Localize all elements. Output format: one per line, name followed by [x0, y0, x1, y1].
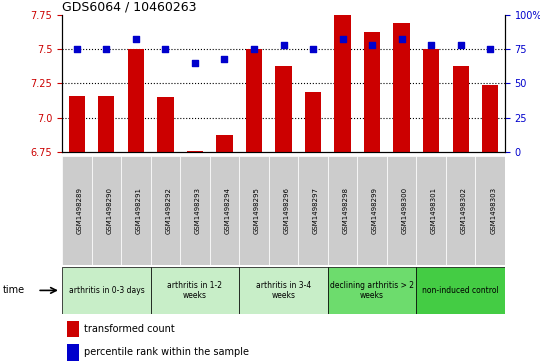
Bar — [423, 49, 439, 152]
Text: GSM1498303: GSM1498303 — [490, 187, 496, 234]
Point — [338, 36, 347, 42]
Text: GSM1498295: GSM1498295 — [254, 187, 260, 234]
Point — [456, 42, 465, 48]
Point — [132, 36, 140, 42]
Text: GDS6064 / 10460263: GDS6064 / 10460263 — [62, 0, 197, 13]
Point — [486, 46, 495, 52]
Bar — [357, 156, 387, 265]
Point — [161, 46, 170, 52]
Point — [249, 46, 258, 52]
Text: declining arthritis > 2
weeks: declining arthritis > 2 weeks — [330, 281, 414, 300]
Bar — [217, 135, 233, 152]
Bar — [66, 321, 79, 337]
Bar — [69, 96, 85, 152]
Bar — [121, 156, 151, 265]
Bar — [275, 66, 292, 152]
Point — [220, 56, 229, 62]
Point — [72, 46, 81, 52]
Point — [427, 42, 435, 48]
Bar — [239, 156, 269, 265]
Bar — [180, 156, 210, 265]
Text: GSM1498299: GSM1498299 — [372, 187, 378, 234]
Bar — [328, 267, 416, 314]
Bar — [92, 156, 121, 265]
Bar — [269, 156, 298, 265]
Bar — [187, 151, 203, 152]
Text: GSM1498298: GSM1498298 — [342, 187, 348, 234]
Bar — [446, 156, 475, 265]
Text: percentile rank within the sample: percentile rank within the sample — [84, 347, 249, 357]
Text: GSM1498301: GSM1498301 — [431, 187, 437, 234]
Text: GSM1498291: GSM1498291 — [136, 187, 142, 234]
Text: GSM1498296: GSM1498296 — [284, 187, 289, 234]
Text: GSM1498289: GSM1498289 — [77, 187, 83, 234]
Text: arthritis in 0-3 days: arthritis in 0-3 days — [69, 286, 144, 295]
Text: GSM1498293: GSM1498293 — [195, 187, 201, 234]
Bar — [151, 156, 180, 265]
Point — [102, 46, 111, 52]
Text: arthritis in 1-2
weeks: arthritis in 1-2 weeks — [167, 281, 222, 300]
Text: GSM1498290: GSM1498290 — [106, 187, 112, 234]
Text: transformed count: transformed count — [84, 323, 175, 334]
Text: GSM1498302: GSM1498302 — [461, 187, 467, 234]
Bar — [62, 156, 92, 265]
Bar — [394, 23, 410, 152]
Bar — [416, 156, 446, 265]
Text: arthritis in 3-4
weeks: arthritis in 3-4 weeks — [256, 281, 311, 300]
Point — [191, 60, 199, 66]
Point — [368, 42, 376, 48]
Bar — [475, 156, 505, 265]
Bar — [334, 15, 350, 152]
Bar — [453, 66, 469, 152]
Point — [279, 42, 288, 48]
Bar — [416, 267, 505, 314]
Bar — [305, 92, 321, 152]
Bar — [298, 156, 328, 265]
Bar — [157, 97, 173, 152]
Bar — [66, 344, 79, 361]
Text: time: time — [3, 285, 25, 295]
Text: non-induced control: non-induced control — [422, 286, 499, 295]
Bar — [482, 85, 498, 152]
Bar — [62, 267, 151, 314]
Bar — [239, 267, 328, 314]
Bar — [246, 49, 262, 152]
Point — [309, 46, 318, 52]
Text: GSM1498294: GSM1498294 — [225, 187, 231, 234]
Text: GSM1498297: GSM1498297 — [313, 187, 319, 234]
Point — [397, 36, 406, 42]
Bar — [98, 96, 114, 152]
Text: GSM1498300: GSM1498300 — [402, 187, 408, 234]
Bar — [387, 156, 416, 265]
Bar — [328, 156, 357, 265]
Bar — [364, 32, 380, 152]
Bar — [151, 267, 239, 314]
Text: GSM1498292: GSM1498292 — [165, 187, 171, 234]
Bar — [210, 156, 239, 265]
Bar — [128, 49, 144, 152]
